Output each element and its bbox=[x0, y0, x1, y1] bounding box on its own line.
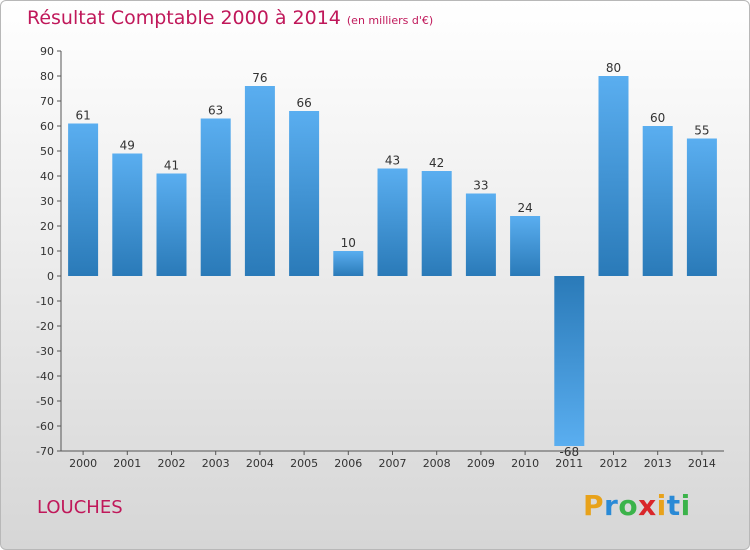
x-tick-label-2007: 2007 bbox=[379, 457, 407, 470]
y-tick-label: -30 bbox=[36, 345, 54, 358]
y-tick-label: 60 bbox=[40, 120, 54, 133]
y-tick-label: 80 bbox=[40, 70, 54, 83]
x-tick-label-2000: 2000 bbox=[69, 457, 97, 470]
y-tick-label: 90 bbox=[40, 45, 54, 58]
x-tick-label-2012: 2012 bbox=[600, 457, 628, 470]
value-label-2013: 60 bbox=[650, 111, 665, 125]
y-tick-label: 40 bbox=[40, 170, 54, 183]
value-label-2010: 24 bbox=[517, 201, 532, 215]
x-tick-label-2011: 2011 bbox=[555, 457, 583, 470]
bar-2010 bbox=[510, 216, 541, 276]
value-label-2007: 43 bbox=[385, 154, 400, 168]
bar-2007 bbox=[377, 168, 408, 276]
value-label-2000: 61 bbox=[75, 109, 90, 123]
y-tick-label: -10 bbox=[36, 295, 54, 308]
logo-letter: x bbox=[638, 489, 657, 522]
y-tick-label: 50 bbox=[40, 145, 54, 158]
bar-2013 bbox=[642, 126, 673, 276]
x-tick-label-2013: 2013 bbox=[644, 457, 672, 470]
value-label-2006: 10 bbox=[341, 236, 356, 250]
x-tick-label-2002: 2002 bbox=[158, 457, 186, 470]
value-label-2008: 42 bbox=[429, 156, 444, 170]
value-label-2005: 66 bbox=[296, 96, 311, 110]
x-tick-label-2010: 2010 bbox=[511, 457, 539, 470]
logo-letter: o bbox=[618, 489, 639, 522]
x-tick-label-2004: 2004 bbox=[246, 457, 274, 470]
y-tick-label: -60 bbox=[36, 420, 54, 433]
value-label-2014: 55 bbox=[694, 124, 709, 138]
value-label-2012: 80 bbox=[606, 61, 621, 75]
bar-2000 bbox=[68, 123, 99, 276]
value-label-2002: 41 bbox=[164, 159, 179, 173]
logo-letter: P bbox=[583, 489, 605, 522]
logo-letter: i bbox=[680, 489, 691, 522]
chart-title: Résultat Comptable 2000 à 2014 (en millie… bbox=[27, 7, 433, 29]
x-tick-label-2014: 2014 bbox=[688, 457, 716, 470]
bar-2003 bbox=[200, 118, 231, 276]
x-tick-label-2001: 2001 bbox=[113, 457, 141, 470]
y-tick-label: 70 bbox=[40, 95, 54, 108]
bar-2009 bbox=[465, 193, 496, 276]
y-tick-label: -20 bbox=[36, 320, 54, 333]
bar-2014 bbox=[686, 138, 717, 276]
bar-2006 bbox=[333, 251, 364, 276]
y-tick-label: -70 bbox=[36, 445, 54, 458]
y-tick-label: -40 bbox=[36, 370, 54, 383]
x-tick-label-2005: 2005 bbox=[290, 457, 318, 470]
proxiti-logo: Proxiti bbox=[583, 489, 691, 522]
y-tick-label: 10 bbox=[40, 245, 54, 258]
bar-2012 bbox=[598, 76, 629, 276]
bar-2004 bbox=[244, 86, 275, 276]
place-name: LOUCHES bbox=[37, 497, 123, 518]
x-tick-label-2009: 2009 bbox=[467, 457, 495, 470]
bar-2002 bbox=[156, 173, 187, 276]
y-tick-label: 20 bbox=[40, 220, 54, 233]
bar-2008 bbox=[421, 171, 452, 276]
bar-2011 bbox=[554, 276, 585, 446]
value-label-2003: 63 bbox=[208, 104, 223, 118]
bar-2001 bbox=[112, 153, 143, 276]
logo-letter: r bbox=[604, 489, 619, 522]
value-label-2004: 76 bbox=[252, 71, 267, 85]
y-tick-label: 30 bbox=[40, 195, 54, 208]
x-tick-label-2006: 2006 bbox=[334, 457, 362, 470]
bar-2005 bbox=[289, 111, 320, 276]
y-tick-label: 0 bbox=[47, 270, 54, 283]
value-label-2001: 49 bbox=[120, 139, 135, 153]
value-label-2009: 33 bbox=[473, 179, 488, 193]
y-tick-label: -50 bbox=[36, 395, 54, 408]
logo-letter: t bbox=[666, 489, 681, 522]
chart-title-text: Résultat Comptable 2000 à 2014 bbox=[27, 7, 341, 29]
chart-subtitle: (en milliers d'€) bbox=[346, 14, 434, 27]
x-tick-label-2008: 2008 bbox=[423, 457, 451, 470]
logo-letter: i bbox=[656, 489, 667, 522]
x-tick-label-2003: 2003 bbox=[202, 457, 230, 470]
